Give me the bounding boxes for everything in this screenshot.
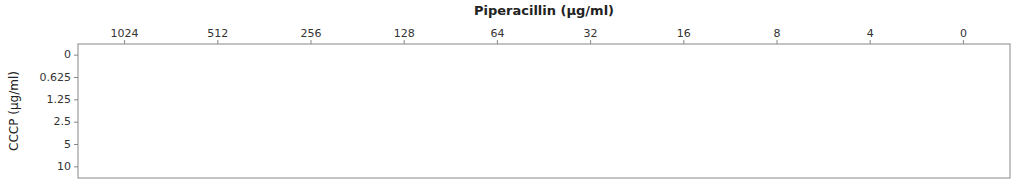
x-tick [124, 40, 125, 44]
x-tick-label: 64 [490, 27, 504, 40]
y-tick [74, 55, 78, 56]
chart: 1024 512 256 128 64 32 16 8 4 0 0 0.625 1.25 2.5 5 10 Pi… [0, 0, 1022, 186]
title: Piperacillin (μg/ml) [474, 3, 614, 18]
x-tick-label: 512 [207, 27, 228, 40]
y-tick-label: 5 [64, 138, 71, 151]
x-axis: 1024 512 256 128 64 32 16 8 4 0 [111, 27, 967, 44]
x-tick [311, 40, 312, 44]
y-tick-label: 1.25 [47, 93, 72, 106]
x-tick-label: 0 [960, 27, 967, 40]
y-tick [74, 99, 78, 100]
x-tick [217, 40, 218, 44]
y-axis: 0 0.625 1.25 2.5 5 10 [40, 48, 79, 173]
x-tick [963, 40, 964, 44]
x-tick-label: 1024 [111, 27, 139, 40]
x-tick [870, 40, 871, 44]
y-axis-label: CCCP (μg/ml) [7, 71, 21, 151]
x-tick-label: 8 [774, 27, 781, 40]
x-tick [404, 40, 405, 44]
x-tick [497, 40, 498, 44]
plot-area [78, 44, 1010, 178]
y-tick-label: 10 [57, 160, 71, 173]
y-tick-label: 0.625 [40, 71, 72, 84]
x-tick-label: 32 [584, 27, 598, 40]
y-tick-label: 2.5 [54, 115, 72, 128]
x-tick-label: 256 [301, 27, 322, 40]
y-tick [74, 77, 78, 78]
x-tick-label: 128 [394, 27, 415, 40]
y-tick-label: 0 [64, 48, 71, 61]
chart-container: 1024 512 256 128 64 32 16 8 4 0 0 0.625 1.25 2.5 5 10 Pi… [0, 0, 1022, 186]
x-tick-label: 4 [867, 27, 874, 40]
y-tick [74, 144, 78, 145]
y-tick [74, 166, 78, 167]
x-tick [590, 40, 591, 44]
x-tick [777, 40, 778, 44]
x-tick [683, 40, 684, 44]
plot-frame [78, 44, 1010, 178]
y-tick [74, 122, 78, 123]
x-tick-label: 16 [677, 27, 691, 40]
